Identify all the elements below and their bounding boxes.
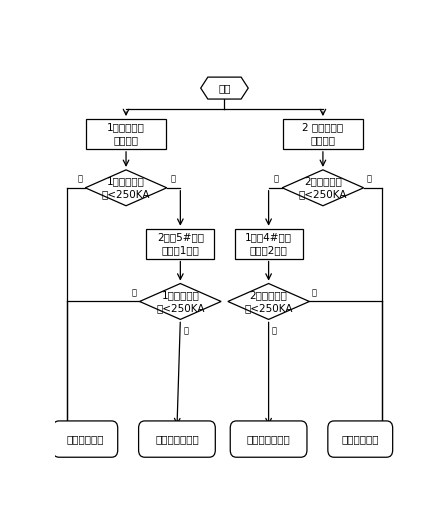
Text: 是: 是	[171, 174, 176, 183]
Polygon shape	[201, 77, 248, 99]
Bar	[283, 119, 363, 149]
Text: 是: 是	[273, 174, 278, 183]
Polygon shape	[282, 170, 364, 206]
FancyBboxPatch shape	[328, 421, 393, 457]
Text: 正常的总程序: 正常的总程序	[342, 434, 379, 444]
Polygon shape	[85, 170, 167, 206]
Text: 退出大闭环程序: 退出大闭环程序	[247, 434, 290, 444]
Text: 2母线5#机组
切换到1母线: 2母线5#机组 切换到1母线	[157, 232, 204, 255]
Text: 1母线4#机组
切换到2母线: 1母线4#机组 切换到2母线	[245, 232, 292, 255]
Bar	[235, 228, 303, 258]
Polygon shape	[228, 283, 309, 320]
Text: 是: 是	[184, 327, 189, 336]
Bar	[146, 228, 214, 258]
Text: 2母线电流是
否<250KA: 2母线电流是 否<250KA	[244, 290, 293, 313]
Polygon shape	[140, 283, 221, 320]
Text: 否: 否	[132, 289, 137, 297]
Text: 1母线电流是
否<250KA: 1母线电流是 否<250KA	[156, 290, 205, 313]
FancyBboxPatch shape	[230, 421, 307, 457]
Text: 1母线大闭环
正常运行: 1母线大闭环 正常运行	[107, 122, 145, 146]
Text: 正常的总程序: 正常的总程序	[67, 434, 104, 444]
Text: 2 母线大闭环
正常运行: 2 母线大闭环 正常运行	[302, 122, 343, 146]
FancyBboxPatch shape	[138, 421, 215, 457]
Bar	[86, 119, 166, 149]
Text: 是: 是	[272, 327, 277, 336]
Text: 否: 否	[312, 289, 317, 297]
Text: 退出大闭环程序: 退出大闭环程序	[155, 434, 199, 444]
Text: 开始: 开始	[218, 83, 231, 93]
Text: 否: 否	[366, 175, 371, 184]
Text: 2母线电流是
否<250KA: 2母线电流是 否<250KA	[299, 176, 347, 199]
Text: 否: 否	[78, 175, 83, 184]
Text: 1母线电流是
否<250KA: 1母线电流是 否<250KA	[102, 176, 150, 199]
FancyBboxPatch shape	[53, 421, 118, 457]
